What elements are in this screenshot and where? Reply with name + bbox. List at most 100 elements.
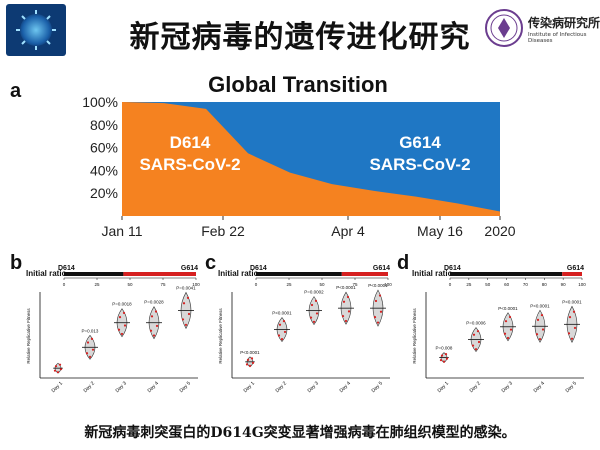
data-point <box>344 319 348 323</box>
data-point <box>506 336 510 340</box>
data-point <box>88 355 92 358</box>
day-tick-label: Day 5 <box>179 380 193 394</box>
ratio-tick-label: 25 <box>286 282 292 287</box>
data-point <box>477 340 481 344</box>
ratio-tick-label: 100 <box>578 282 586 287</box>
data-point <box>86 341 90 344</box>
data-point <box>541 328 545 331</box>
figure-caption: 新冠病毒刺突蛋白的D614G突变显著增强病毒在肺组织模型的感染。 <box>84 425 516 441</box>
y-tick-label: 20% <box>90 185 118 201</box>
day-tick-label: Day 2 <box>469 380 483 394</box>
day-tick-label: Day 3 <box>115 380 129 394</box>
data-point <box>474 348 478 351</box>
data-point <box>379 310 383 313</box>
d614-label: D614 <box>170 133 211 152</box>
data-point <box>117 328 121 331</box>
day-tick-label: Day 1 <box>51 380 65 394</box>
x-tick-label: May 16 <box>417 223 463 239</box>
day-tick-label: Day 1 <box>437 380 451 394</box>
y-tick-label: 40% <box>90 162 118 178</box>
g614-sublabel: SARS-CoV-2 <box>369 155 470 174</box>
day-tick-label: Day 2 <box>83 380 97 394</box>
data-point <box>570 337 574 340</box>
data-point <box>538 337 542 341</box>
p-value-label: P=0.0028 <box>144 300 164 305</box>
p-value-label: P<0.0001 <box>498 306 518 311</box>
day-tick-label: Day 2 <box>275 380 289 394</box>
data-point <box>341 315 345 318</box>
data-point <box>250 357 254 360</box>
ratio-tick-label: 75 <box>352 282 358 287</box>
data-point <box>186 296 190 299</box>
data-point <box>277 334 281 337</box>
panel-letter-c: c <box>205 252 217 274</box>
d614-ratio-bar <box>450 272 563 276</box>
x-tick-label: 2020 <box>484 223 515 239</box>
data-point <box>508 315 512 319</box>
data-point <box>536 318 540 321</box>
day-tick-label: Day 3 <box>501 380 515 394</box>
data-point <box>59 368 63 371</box>
data-point <box>314 299 318 302</box>
data-point <box>246 358 250 361</box>
initial-ratio-label: Initial ratio <box>412 269 453 278</box>
data-point <box>445 357 449 360</box>
day-tick-label: Day 4 <box>533 380 547 394</box>
x-tick-label: Apr 4 <box>331 223 365 239</box>
day-tick-label: Day 5 <box>371 380 385 394</box>
data-point <box>182 302 186 305</box>
data-point <box>251 361 255 364</box>
d614-area <box>122 102 500 216</box>
data-point <box>56 371 60 374</box>
data-point <box>181 318 185 321</box>
data-point <box>120 332 124 336</box>
d614-ratio-bar <box>256 272 342 276</box>
p-value-label: P=0.0002 <box>304 290 324 295</box>
data-point <box>91 348 95 351</box>
data-point <box>150 315 154 318</box>
data-point <box>573 326 577 330</box>
d614-bar-label: D614 <box>444 265 461 272</box>
day-tick-label: Day 4 <box>339 380 353 394</box>
g614-bar-label: G614 <box>181 265 198 272</box>
data-point <box>572 310 576 313</box>
d614-bar-label: D614 <box>250 265 267 272</box>
ratio-tick-label: 0 <box>63 282 66 287</box>
data-point <box>248 364 252 367</box>
p-value-label: P<0.0001 <box>240 350 260 355</box>
data-point <box>310 303 314 307</box>
ratio-tick-label: 0 <box>449 282 452 287</box>
data-point <box>439 358 443 362</box>
data-point <box>90 337 94 340</box>
y-tick-label: 60% <box>90 140 118 156</box>
chart-title: Global Transition <box>208 72 388 97</box>
initial-ratio-label: Initial ratio <box>26 269 67 278</box>
data-point <box>85 352 89 355</box>
data-point <box>374 299 378 303</box>
x-axis-ticks: Jan 11 Feb 22 Apr 4 May 16 2020 <box>102 216 516 239</box>
data-point <box>342 300 346 303</box>
y-tick-label: 80% <box>90 117 118 133</box>
x-tick-label: Jan 11 <box>102 223 143 239</box>
data-point <box>280 338 284 341</box>
g614-label: G614 <box>399 133 441 152</box>
ratio-tick-label: 75 <box>160 282 166 287</box>
data-point <box>309 316 313 319</box>
ratio-tick-label: 100 <box>192 282 200 287</box>
initial-ratio-label: Initial ratio <box>218 269 259 278</box>
y-tick-label: 100% <box>82 94 118 110</box>
data-point <box>123 324 127 327</box>
data-point <box>376 321 380 324</box>
data-point <box>440 354 444 357</box>
y-axis-label: Relative Replicative Fitness <box>412 308 417 364</box>
g614-bar-label: G614 <box>567 265 584 272</box>
data-point <box>155 324 159 328</box>
p-value-label: P<0.0001 <box>530 303 550 308</box>
data-point <box>444 352 448 356</box>
data-point <box>509 328 513 331</box>
data-point <box>149 329 153 332</box>
y-axis-ticks: 100% 80% 60% 40% 20% <box>82 94 118 201</box>
ratio-tick-label: 50 <box>319 282 325 287</box>
